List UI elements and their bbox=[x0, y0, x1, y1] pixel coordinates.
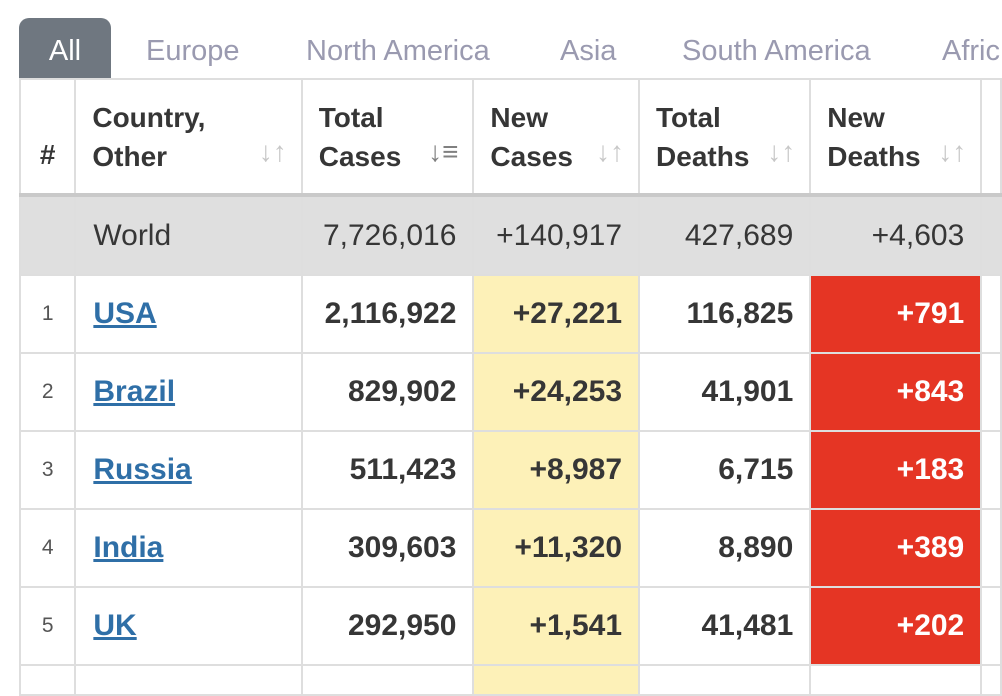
total-cases-cell: 292,950 bbox=[300, 586, 475, 666]
tab-europe[interactable]: Europe bbox=[146, 35, 240, 67]
table-row-partial bbox=[18, 664, 1002, 696]
sort-icon[interactable]: ↓↑ bbox=[596, 136, 625, 167]
total-deaths-cell: 41,901 bbox=[638, 352, 812, 432]
table-header-row: # Country, Other ↓↑ Total Cases ↓≡ New C… bbox=[18, 78, 1002, 197]
header-country-line2: Other bbox=[92, 140, 168, 172]
region-tabs: All Europe North America Asia South Amer… bbox=[0, 0, 1002, 80]
table-row: 3 Russia 511,423 +8,987 6,715 +183 bbox=[18, 430, 1002, 510]
new-deaths-cell: +389 bbox=[809, 508, 983, 588]
tab-all[interactable]: All bbox=[19, 18, 111, 80]
header-total-cases[interactable]: Total Cases ↓≡ bbox=[300, 78, 475, 197]
header-total-deaths-line1: Total bbox=[656, 101, 721, 133]
header-new-deaths-line1: New bbox=[827, 101, 885, 133]
new-cases-cell bbox=[472, 664, 641, 696]
total-cases-cell: 829,902 bbox=[300, 352, 475, 432]
header-new-cases[interactable]: New Cases ↓↑ bbox=[472, 78, 641, 197]
row-index: 5 bbox=[18, 586, 77, 666]
covid-stats-table: # Country, Other ↓↑ Total Cases ↓≡ New C… bbox=[18, 78, 1002, 696]
edge-cell bbox=[980, 664, 1002, 696]
new-cases-cell: +8,987 bbox=[472, 430, 641, 510]
total-cases-cell: 2,116,922 bbox=[300, 274, 475, 354]
row-index bbox=[18, 194, 77, 276]
new-deaths-cell: +4,603 bbox=[809, 194, 983, 276]
total-cases-cell bbox=[300, 664, 475, 696]
header-country-line1: Country, bbox=[92, 101, 206, 133]
country-cell bbox=[74, 664, 303, 696]
edge-cell bbox=[980, 586, 1002, 666]
new-deaths-cell: +791 bbox=[809, 274, 983, 354]
total-deaths-cell: 8,890 bbox=[638, 508, 812, 588]
new-deaths-cell: +183 bbox=[809, 430, 983, 510]
new-deaths-cell bbox=[809, 664, 983, 696]
row-index: 2 bbox=[18, 352, 77, 432]
new-cases-cell: +1,541 bbox=[472, 586, 641, 666]
header-next-column-edge bbox=[980, 78, 1002, 197]
header-total-deaths-line2: Deaths bbox=[656, 140, 750, 172]
row-index: 1 bbox=[18, 274, 77, 354]
new-cases-cell: +11,320 bbox=[472, 508, 641, 588]
table-row: 4 India 309,603 +11,320 8,890 +389 bbox=[18, 508, 1002, 588]
header-total-cases-line1: Total bbox=[318, 101, 384, 133]
total-deaths-cell bbox=[638, 664, 812, 696]
header-index-label: # bbox=[39, 139, 56, 170]
table-row: 1 USA 2,116,922 +27,221 116,825 +791 bbox=[18, 274, 1002, 354]
header-new-deaths[interactable]: New Deaths ↓↑ bbox=[809, 78, 983, 197]
header-total-deaths[interactable]: Total Deaths ↓↑ bbox=[638, 78, 812, 197]
new-cases-cell: +140,917 bbox=[472, 194, 641, 276]
table-row: 5 UK 292,950 +1,541 41,481 +202 bbox=[18, 586, 1002, 666]
row-index: 4 bbox=[18, 508, 77, 588]
header-new-cases-line1: New bbox=[490, 101, 548, 133]
tab-north-america[interactable]: North America bbox=[306, 35, 490, 67]
row-index bbox=[18, 664, 77, 696]
sort-icon[interactable]: ↓↑ bbox=[767, 136, 796, 167]
total-cases-cell: 309,603 bbox=[300, 508, 475, 588]
total-cases-cell: 511,423 bbox=[300, 430, 475, 510]
total-cases-cell: 7,726,016 bbox=[300, 194, 475, 276]
sort-desc-icon[interactable]: ↓≡ bbox=[428, 136, 459, 167]
edge-cell bbox=[980, 194, 1002, 276]
tab-africa[interactable]: Afric bbox=[942, 35, 1000, 67]
total-deaths-cell: 41,481 bbox=[638, 586, 812, 666]
header-country[interactable]: Country, Other ↓↑ bbox=[74, 78, 303, 197]
sort-icon[interactable]: ↓↑ bbox=[938, 136, 967, 167]
header-index[interactable]: # bbox=[18, 78, 77, 197]
header-new-cases-line2: Cases bbox=[490, 140, 573, 172]
header-new-deaths-line2: Deaths bbox=[827, 140, 921, 172]
new-cases-cell: +27,221 bbox=[472, 274, 641, 354]
total-deaths-cell: 427,689 bbox=[638, 194, 812, 276]
total-deaths-cell: 116,825 bbox=[638, 274, 812, 354]
country-link[interactable]: India bbox=[93, 531, 164, 564]
edge-cell bbox=[980, 508, 1002, 588]
tab-asia[interactable]: Asia bbox=[560, 35, 617, 67]
new-deaths-cell: +843 bbox=[809, 352, 983, 432]
row-index: 3 bbox=[18, 430, 77, 510]
country-link[interactable]: UK bbox=[93, 609, 137, 642]
edge-cell bbox=[980, 352, 1002, 432]
edge-cell bbox=[980, 274, 1002, 354]
country-link[interactable]: Brazil bbox=[93, 375, 176, 408]
sort-icon[interactable]: ↓↑ bbox=[258, 136, 287, 167]
total-deaths-cell: 6,715 bbox=[638, 430, 812, 510]
tab-south-america[interactable]: South America bbox=[682, 35, 871, 67]
world-total-row: World 7,726,016 +140,917 427,689 +4,603 bbox=[18, 194, 1002, 276]
country-link[interactable]: Russia bbox=[93, 453, 192, 486]
country-link[interactable]: USA bbox=[93, 297, 157, 330]
new-deaths-cell: +202 bbox=[809, 586, 983, 666]
header-total-cases-line2: Cases bbox=[318, 140, 402, 172]
table-row: 2 Brazil 829,902 +24,253 41,901 +843 bbox=[18, 352, 1002, 432]
edge-cell bbox=[980, 430, 1002, 510]
country-name: World bbox=[74, 194, 303, 276]
new-cases-cell: +24,253 bbox=[472, 352, 641, 432]
